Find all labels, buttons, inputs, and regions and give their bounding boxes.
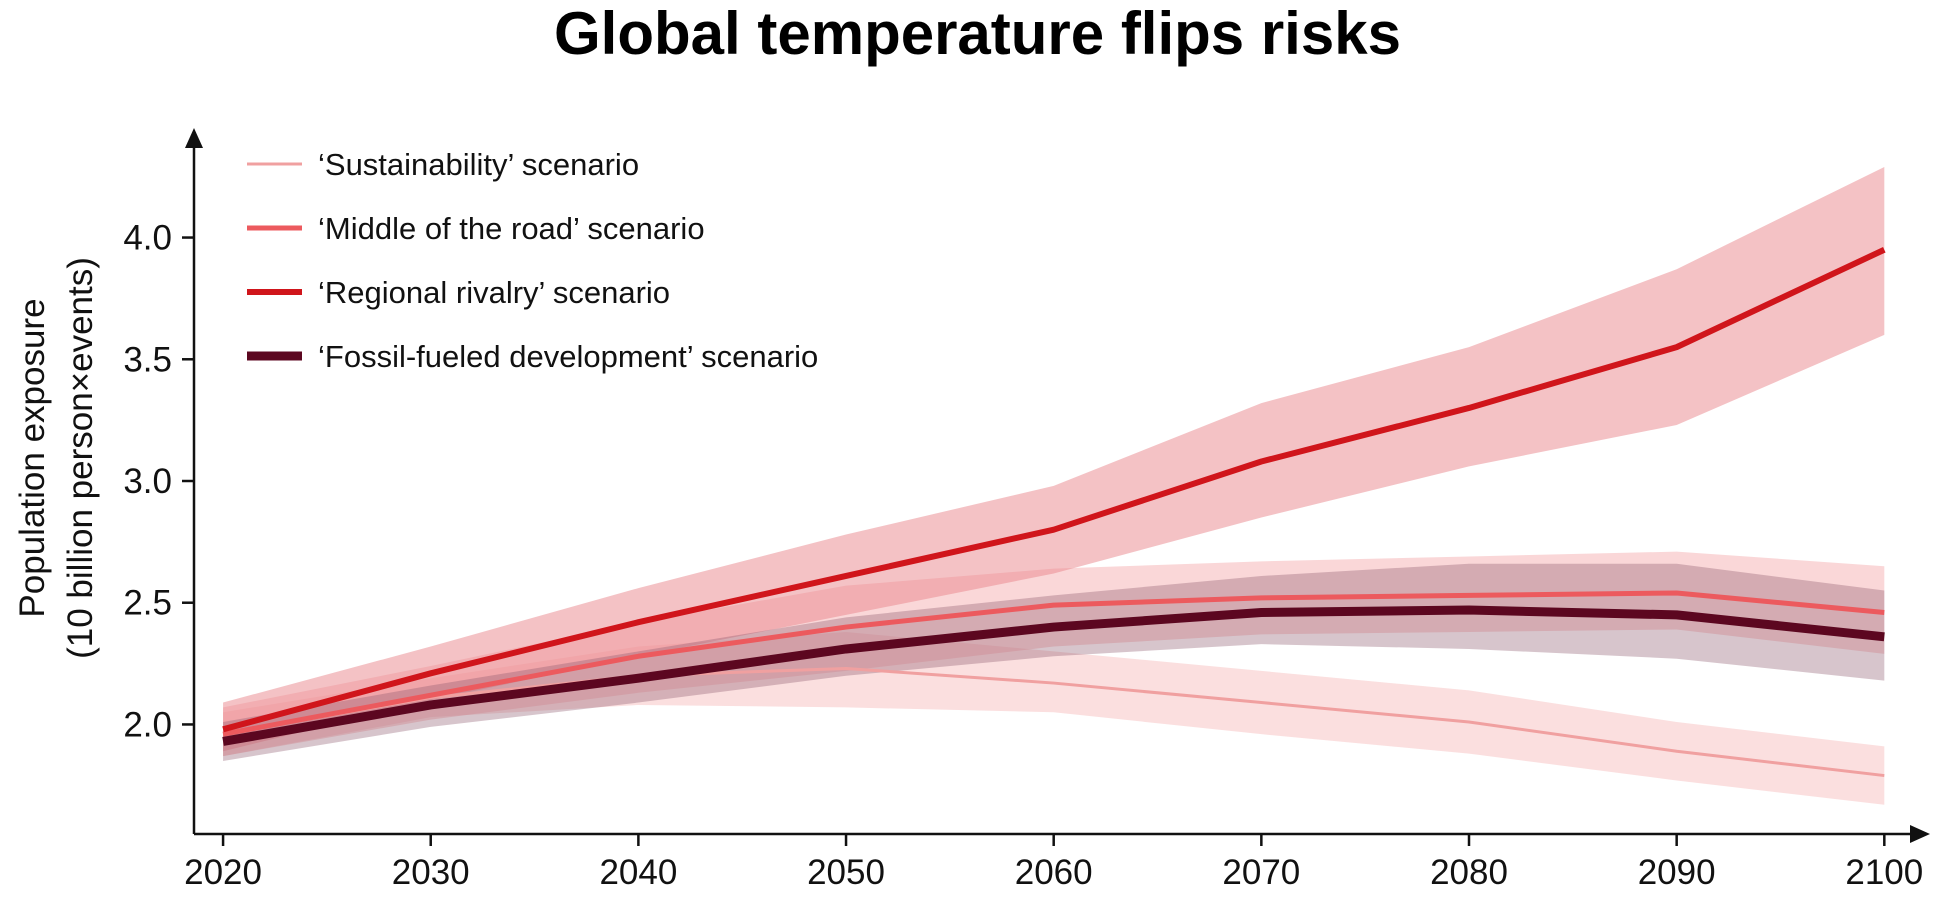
axes xyxy=(182,128,1930,846)
confidence-bands xyxy=(223,166,1885,805)
line-series-4 xyxy=(222,605,1885,746)
legend-label-3: ‘Regional rivalry’ scenario xyxy=(318,275,670,310)
x-tick-label: 2070 xyxy=(1222,853,1300,892)
legend-label-4: ‘Fossil-fueled development’ scenario xyxy=(318,339,818,374)
y-axis-title-line-2: (10 billion person×events) xyxy=(61,257,100,659)
legend-label-1: ‘Sustainability’ scenario xyxy=(318,147,639,182)
line-series-3 xyxy=(222,247,1886,733)
x-tick-label: 2060 xyxy=(1015,853,1093,892)
x-tick-label: 2100 xyxy=(1845,853,1923,892)
band-series-2 xyxy=(223,551,1885,757)
legend: ‘Sustainability’ scenario ‘Middle of the … xyxy=(247,147,818,374)
legend-label-2: ‘Middle of the road’ scenario xyxy=(318,211,705,246)
line-series-2 xyxy=(222,590,1885,737)
y-axis-title-line-1: Population exposure xyxy=(13,298,52,617)
line-series-1 xyxy=(222,666,1885,778)
y-axis-title: Population exposure (10 billion person×ev… xyxy=(13,257,100,659)
band-series-3 xyxy=(223,166,1885,752)
y-axis-arrow xyxy=(185,128,203,148)
y-tick-label: 2.5 xyxy=(123,584,172,623)
y-tick-label: 3.0 xyxy=(123,462,172,501)
x-tick-label: 2030 xyxy=(392,853,470,892)
y-tick-label: 3.5 xyxy=(123,340,172,379)
chart-title: Global temperature flips risks xyxy=(554,0,1401,67)
tick-labels: 2.0 2.5 3.0 3.5 4.0 2020 2030 2040 2050 2060 2070 2… xyxy=(123,219,1923,892)
y-tick-label: 4.0 xyxy=(123,219,172,258)
x-axis-arrow xyxy=(1910,825,1930,843)
x-tick-label: 2080 xyxy=(1430,853,1508,892)
y-tick-label: 2.0 xyxy=(123,705,172,744)
x-tick-label: 2020 xyxy=(184,853,262,892)
series-lines xyxy=(222,247,1886,778)
x-tick-label: 2040 xyxy=(599,853,677,892)
x-tick-label: 2050 xyxy=(807,853,885,892)
x-tick-label: 2090 xyxy=(1638,853,1716,892)
